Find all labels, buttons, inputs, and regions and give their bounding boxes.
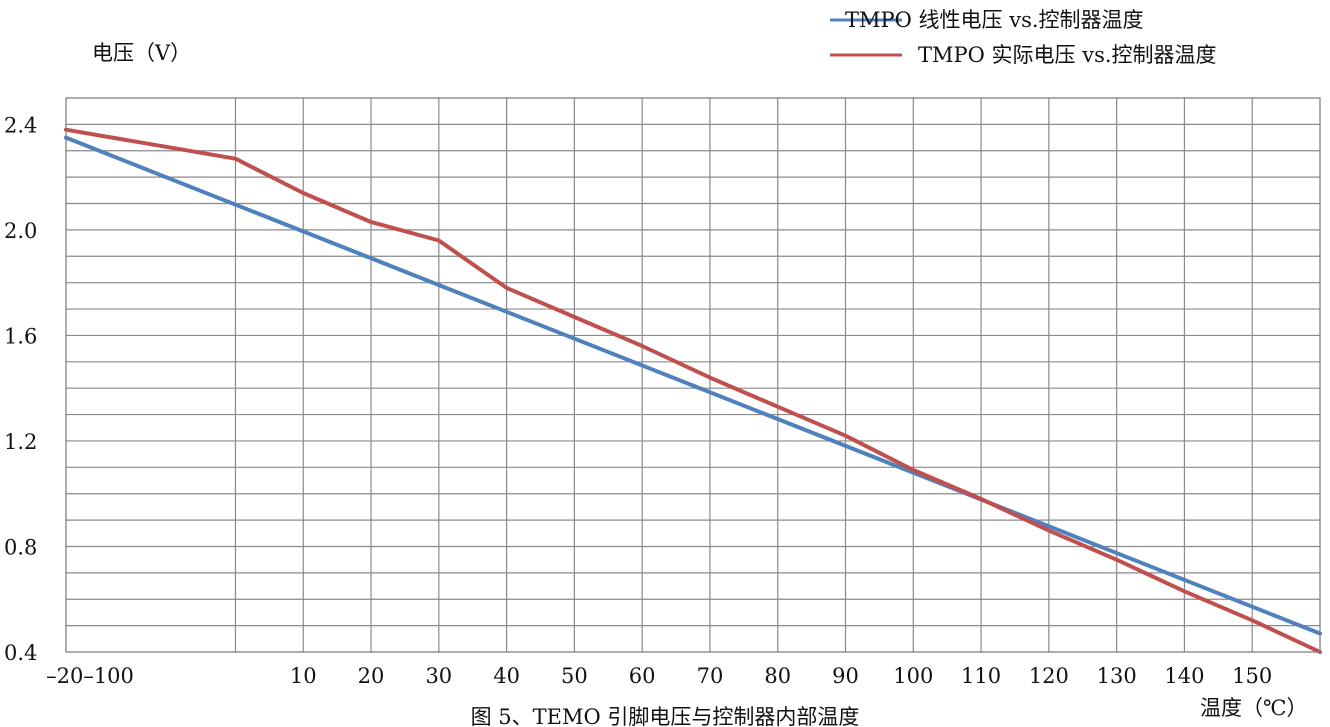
- legend-label-linear: TMPO 线性电压 vs.控制器温度: [845, 8, 1144, 32]
- x-tick-label: 110: [961, 664, 1001, 688]
- x-tick-label: 30: [425, 664, 452, 688]
- x-tick-label: 80: [764, 664, 791, 688]
- x-tick-label: 60: [629, 664, 656, 688]
- y-tick-label: 1.6: [4, 324, 37, 348]
- y-axis-label: 电压（V）: [92, 41, 191, 65]
- x-tick-label: 120: [1029, 664, 1069, 688]
- x-tick-label: 10: [290, 664, 317, 688]
- y-tick-label: 0.4: [4, 641, 37, 665]
- x-tick-label: 90: [832, 664, 859, 688]
- x-tick-label: 140: [1164, 664, 1204, 688]
- series-lines: [64, 127, 1322, 654]
- legend-label-actual: TMPO 实际电压 vs.控制器温度: [918, 43, 1217, 67]
- y-tick-label: 1.2: [4, 430, 37, 454]
- x-tick-label: 150: [1232, 664, 1272, 688]
- chart-caption: 图 5、TEMO 引脚电压与控制器内部温度: [471, 705, 860, 727]
- x-tick-label: 70: [697, 664, 724, 688]
- x-tick-label: 40: [493, 664, 520, 688]
- legend: TMPO 线性电压 vs.控制器温度 TMPO 实际电压 vs.控制器温度: [830, 8, 1217, 67]
- x-tick-label: 130: [1097, 664, 1137, 688]
- x-tick-label: 100: [893, 664, 933, 688]
- y-tick-label: 2.4: [4, 113, 37, 137]
- plot-frame: [65, 97, 1321, 653]
- x-axis-label: 温度（℃）: [1200, 696, 1308, 720]
- x-tick-labels: –20–100 10 20 30 40 50 60 70 80 90 100 110 120 130 140…: [46, 664, 1272, 688]
- series-line-linear: [64, 135, 1322, 636]
- series-line-actual: [64, 127, 1322, 654]
- x-tick-label: 20: [358, 664, 385, 688]
- x-tick-label: –20–100: [46, 664, 134, 688]
- y-tick-labels: 0.4 0.8 1.2 1.6 2.0 2.4: [4, 113, 37, 665]
- y-tick-label: 2.0: [4, 219, 37, 243]
- y-tick-label: 0.8: [4, 535, 37, 559]
- x-tick-label: 50: [561, 664, 588, 688]
